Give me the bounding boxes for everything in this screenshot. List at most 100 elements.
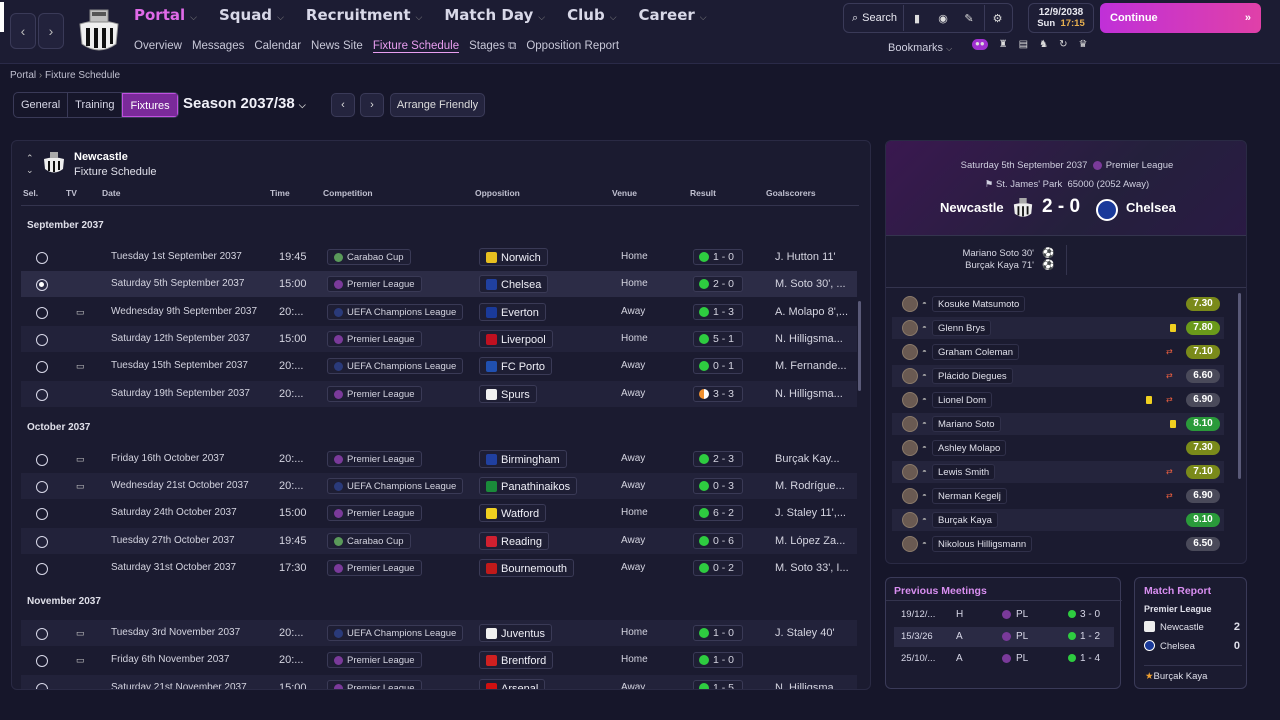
tab-training[interactable]: Training: [68, 93, 123, 117]
player-name[interactable]: Lionel Dom: [932, 392, 993, 408]
player-row[interactable]: ◓ Mariano Soto 8.10: [892, 413, 1224, 435]
opposition-chip[interactable]: Watford: [479, 504, 547, 522]
fixture-row[interactable]: Saturday 12th September 2037 15:00 Premier…: [21, 326, 857, 352]
opposition-chip[interactable]: Norwich: [479, 248, 548, 266]
competition-chip[interactable]: Premier League: [327, 652, 422, 668]
season-selector[interactable]: Season 2037/38 ⌵: [183, 95, 306, 112]
select-radio[interactable]: [36, 361, 48, 373]
fixture-row[interactable]: ▭ Tuesday 15th September 2037 20:... UEFA C…: [21, 353, 857, 379]
player-name[interactable]: Ashley Molapo: [932, 440, 1007, 456]
refresh-icon[interactable]: ↻: [1059, 39, 1068, 50]
competition-chip[interactable]: UEFA Champions League: [327, 478, 464, 494]
competition-chip[interactable]: UEFA Champions League: [327, 304, 464, 320]
player-row[interactable]: ◓ Nerman Kegelj ⇄ 6.90: [892, 485, 1224, 507]
result-chip[interactable]: 6 - 2: [693, 505, 743, 521]
col-goalscorers[interactable]: Goalscorers: [766, 188, 816, 198]
select-radio[interactable]: [36, 454, 48, 466]
meeting-row[interactable]: 19/12/... H PL 3 - 0: [894, 605, 1114, 625]
player-name[interactable]: Glenn Brys: [932, 320, 991, 336]
opposition-chip[interactable]: Liverpool: [479, 330, 553, 348]
result-chip[interactable]: 3 - 3: [693, 386, 743, 402]
player-row[interactable]: ◓ Graham Coleman ⇄ 7.10: [892, 341, 1224, 363]
select-radio[interactable]: [36, 508, 48, 520]
col-time[interactable]: Time: [270, 188, 290, 198]
opposition-chip[interactable]: Reading: [479, 532, 549, 550]
player-name[interactable]: Nerman Kegelj: [932, 488, 1007, 504]
opposition-chip[interactable]: Birmingham: [479, 450, 567, 468]
competition-chip[interactable]: Premier League: [327, 505, 422, 521]
competition-chip[interactable]: UEFA Champions League: [327, 625, 464, 641]
competition-chip[interactable]: Carabao Cup: [327, 533, 411, 549]
player-name[interactable]: Nikolous Hilligsmann: [932, 536, 1033, 552]
fixture-row[interactable]: Tuesday 27th October 2037 19:45 Carabao Cu…: [21, 528, 857, 554]
opposition-chip[interactable]: Everton: [479, 303, 546, 321]
fixture-row[interactable]: Saturday 19th September 2037 20:... Premie…: [21, 381, 857, 407]
fixture-row[interactable]: ▭ Tuesday 3rd November 2037 20:... UEFA Cha…: [21, 620, 857, 646]
competition-chip[interactable]: Premier League: [327, 276, 422, 292]
competition-chip[interactable]: Premier League: [327, 560, 422, 576]
notebook-icon[interactable]: ▮: [914, 12, 921, 25]
match-report-panel[interactable]: Match Report Premier League Newcastle 2 …: [1134, 577, 1247, 689]
nav-career[interactable]: Career ⌵: [638, 6, 707, 24]
fixture-row[interactable]: Saturday 5th September 2037 15:00 Premier …: [21, 271, 857, 297]
result-chip[interactable]: 1 - 0: [693, 249, 743, 265]
col-sel[interactable]: Sel.: [23, 188, 39, 198]
result-chip[interactable]: 1 - 0: [693, 625, 743, 641]
col-tv[interactable]: TV: [66, 188, 77, 198]
col-competition[interactable]: Competition: [323, 188, 373, 198]
competition-chip[interactable]: Premier League: [327, 331, 422, 347]
date-display[interactable]: 12/9/2038 Sun 17:15: [1028, 3, 1094, 33]
meeting-row[interactable]: 15/3/26 A PL 1 - 2: [894, 627, 1114, 647]
meeting-row[interactable]: 25/10/... A PL 1 - 4: [894, 649, 1114, 669]
opposition-chip[interactable]: Brentford: [479, 651, 554, 669]
nav-squad[interactable]: Squad ⌵: [218, 6, 284, 24]
result-chip[interactable]: 0 - 2: [693, 560, 743, 576]
fixture-row[interactable]: Saturday 21st November 2037 15:00 Premier …: [21, 675, 857, 689]
player-name[interactable]: Plácido Diegues: [932, 368, 1013, 384]
select-radio[interactable]: [36, 252, 48, 264]
result-chip[interactable]: 1 - 5: [693, 680, 743, 689]
away-team[interactable]: Chelsea: [1126, 200, 1176, 215]
col-result[interactable]: Result: [690, 188, 716, 198]
nav-club[interactable]: Club ⌵: [567, 6, 617, 24]
nav-portal[interactable]: Portal ⌵: [134, 6, 197, 24]
result-chip[interactable]: 0 - 1: [693, 358, 743, 374]
nav-match-day[interactable]: Match Day ⌵: [444, 6, 546, 24]
fixture-row[interactable]: Tuesday 1st September 2037 19:45 Carabao C…: [21, 244, 857, 270]
col-date[interactable]: Date: [102, 188, 121, 198]
col-opposition[interactable]: Opposition: [475, 188, 520, 198]
search-button[interactable]: ⌕ Search: [846, 5, 905, 31]
subnav-messages[interactable]: Messages: [191, 40, 245, 52]
result-chip[interactable]: 2 - 3: [693, 451, 743, 467]
result-chip[interactable]: 2 - 0: [693, 276, 743, 292]
tactics-icon[interactable]: ♞: [1039, 39, 1049, 50]
result-chip[interactable]: 0 - 6: [693, 533, 743, 549]
player-row[interactable]: ◓ Glenn Brys 7.80: [892, 317, 1224, 339]
select-radio[interactable]: [36, 279, 48, 291]
player-row[interactable]: ◓ Lewis Smith ⇄ 7.10: [892, 461, 1224, 483]
competition-chip[interactable]: Carabao Cup: [327, 249, 411, 265]
subnav-opposition-report[interactable]: Opposition Report: [526, 40, 620, 52]
select-radio[interactable]: [36, 628, 48, 640]
shirt-icon[interactable]: ♜: [998, 39, 1008, 50]
select-radio[interactable]: [36, 334, 48, 346]
chat-icon[interactable]: ●●: [972, 39, 988, 50]
player-name[interactable]: Mariano Soto: [932, 416, 1001, 432]
fixture-row[interactable]: ▭ Friday 6th November 2037 20:... Premier L…: [21, 647, 857, 673]
competition-chip[interactable]: Premier League: [327, 386, 422, 402]
competition-chip[interactable]: Premier League: [327, 680, 422, 689]
select-radio[interactable]: [36, 683, 48, 689]
opposition-chip[interactable]: FC Porto: [479, 357, 553, 375]
opposition-chip[interactable]: Bournemouth: [479, 559, 575, 577]
player-name[interactable]: Graham Coleman: [932, 344, 1019, 360]
opposition-chip[interactable]: Chelsea: [479, 275, 549, 293]
result-chip[interactable]: 5 - 1: [693, 331, 743, 347]
nav-recruitment[interactable]: Recruitment ⌵: [305, 6, 423, 24]
fixture-row[interactable]: ▭ Wednesday 9th September 2037 20:... UEFA …: [21, 299, 857, 325]
opposition-chip[interactable]: Juventus: [479, 624, 553, 642]
col-venue[interactable]: Venue: [612, 188, 638, 198]
arrange-friendly-button[interactable]: Arrange Friendly: [390, 93, 485, 117]
fixture-row[interactable]: ▭ Friday 16th October 2037 20:... Premier L…: [21, 446, 857, 472]
settings-gear-icon[interactable]: ⚙: [984, 5, 1010, 31]
player-row[interactable]: ◓ Plácido Diegues ⇄ 6.60: [892, 365, 1224, 387]
